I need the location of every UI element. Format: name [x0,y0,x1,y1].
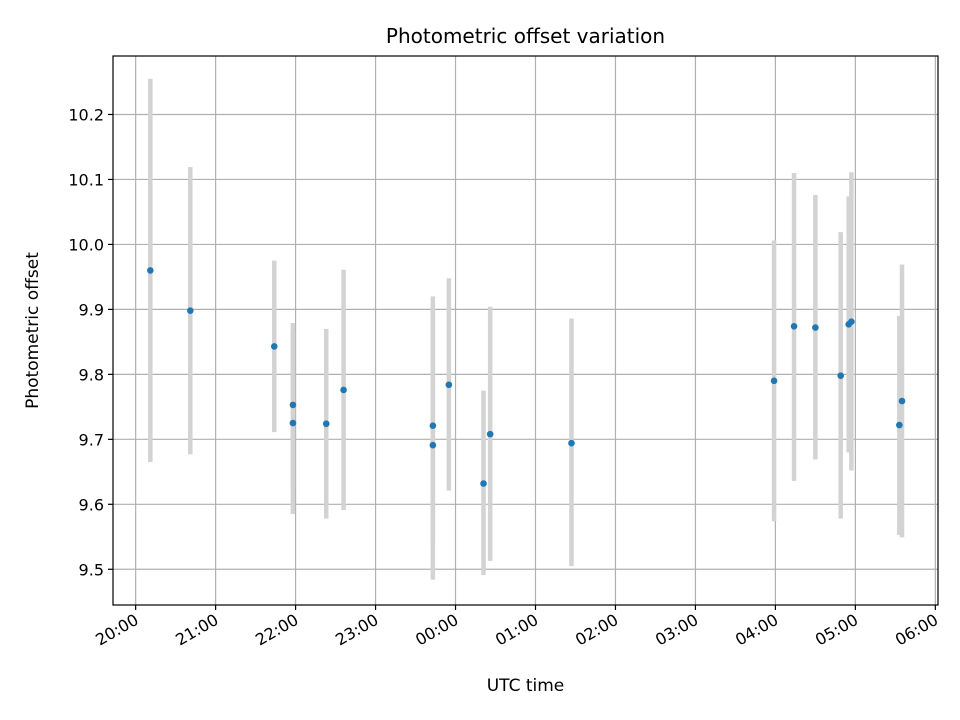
y-axis-ticks: 9.5 9.6 9.7 9.8 9.9 10.0 10.1 10.2 [68,105,113,579]
data-point [568,439,575,447]
x-tick-label: 03:00 [652,610,701,650]
data-point [480,480,487,487]
x-tick-label: 04:00 [732,610,781,650]
data-point [147,267,154,274]
x-tick-label: 00:00 [412,610,461,650]
data-point [322,420,330,428]
chart-title: Photometric offset variation [386,24,665,48]
data-point [896,421,903,429]
data-point [486,430,494,438]
x-tick-label: 23:00 [332,610,381,650]
data-point [187,307,194,314]
x-axis-title: UTC time [487,676,565,696]
data-point [445,381,453,389]
x-axis-ticks: 20:00 21:00 22:00 23:00 00:00 01:00 02:00 03:00… [92,605,941,650]
x-tick-label: 06:00 [892,610,941,650]
y-tick-label: 9.8 [79,365,104,384]
y-tick-label: 10.1 [68,170,104,189]
data-point [848,318,855,326]
data-point [770,377,778,385]
x-tick-label: 21:00 [172,610,221,650]
data-points [147,267,906,487]
x-tick-label: 20:00 [92,610,141,650]
data-point [340,386,347,394]
data-point [837,372,845,379]
data-point [429,422,437,429]
y-tick-label: 10.0 [68,235,104,254]
x-tick-label: 05:00 [812,610,861,650]
data-point [289,401,297,409]
grid [113,56,938,605]
x-tick-label: 22:00 [252,610,301,650]
data-point [898,397,906,405]
data-point [289,419,297,427]
data-point [790,322,798,330]
x-tick-label: 01:00 [492,610,541,650]
y-tick-label: 10.2 [68,105,104,124]
plot-frame [112,55,939,606]
y-tick-label: 9.5 [79,560,104,579]
data-point [812,324,819,331]
y-tick-label: 9.9 [79,300,104,319]
y-axis-title: Photometric offset [23,252,43,409]
x-tick-label: 02:00 [572,610,621,650]
data-point [270,343,278,350]
y-tick-label: 9.6 [79,495,104,514]
data-point [429,441,437,449]
y-tick-label: 9.7 [79,430,104,449]
